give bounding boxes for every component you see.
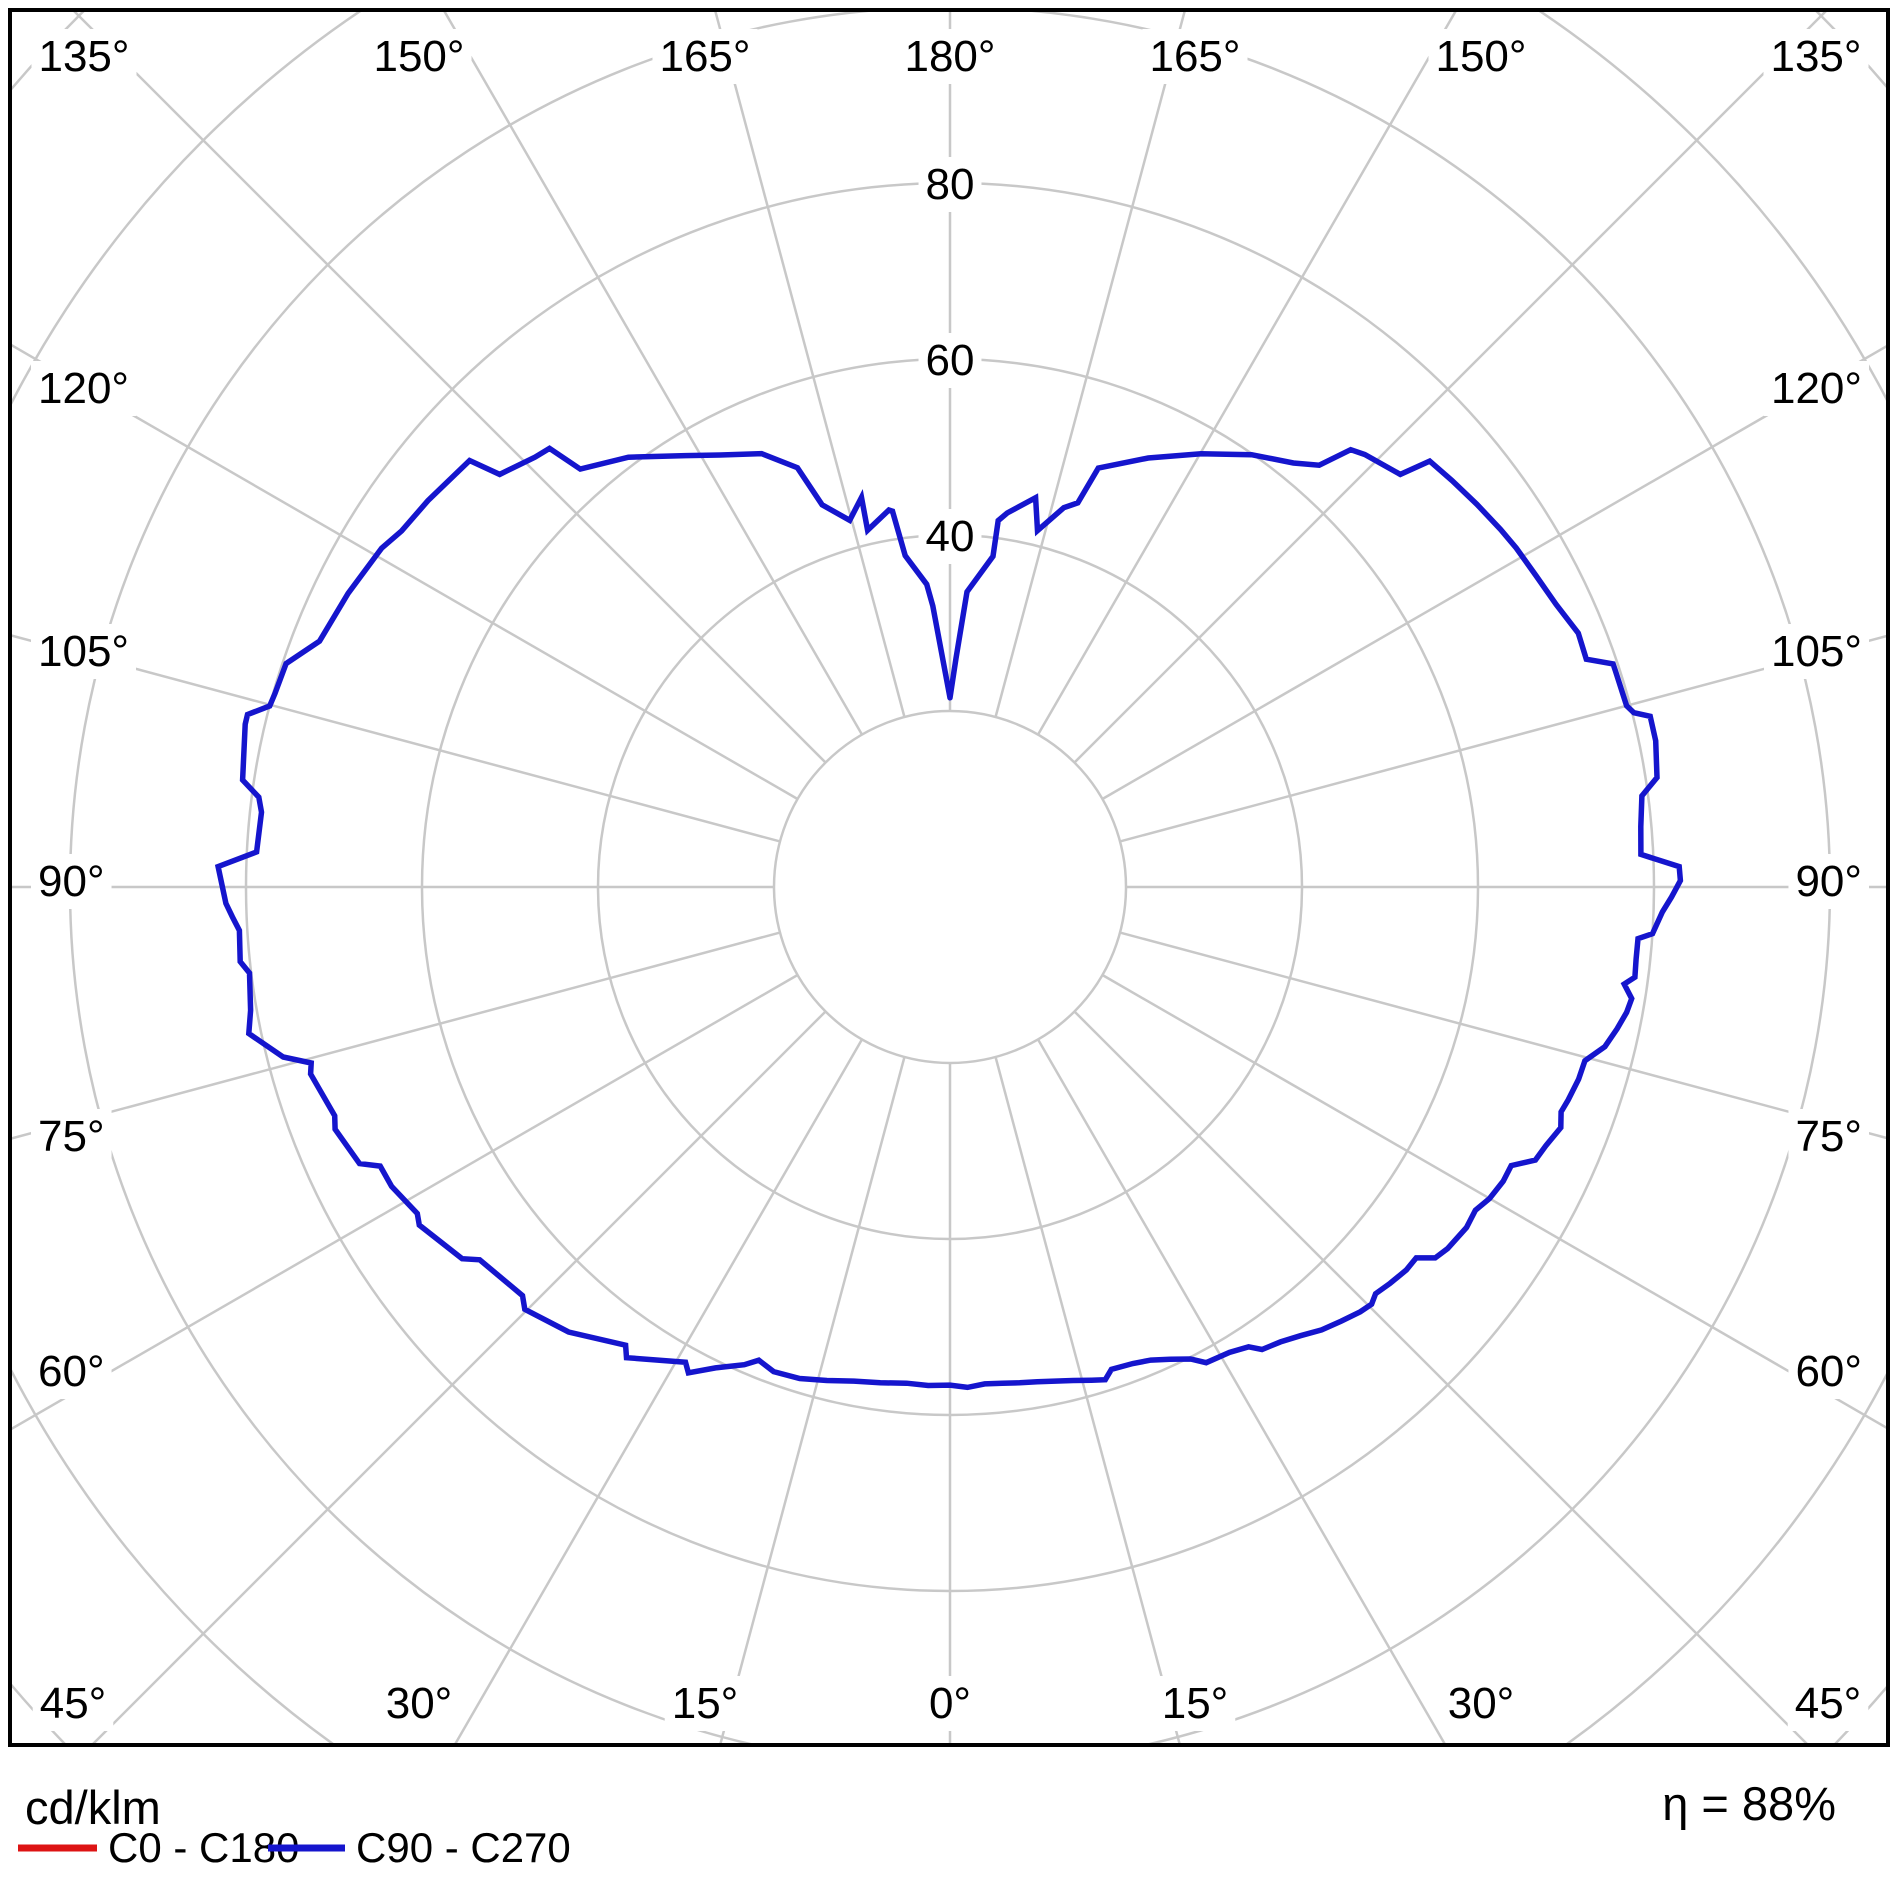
radial-tick-40-mask [918, 509, 982, 564]
grid-spoke-15 [994, 1056, 1181, 1743]
grid-spoke-75 [1119, 931, 1886, 1140]
angle-label-bottom-5-mask [1440, 1676, 1522, 1731]
angle-label-bottom-3-mask [921, 1676, 979, 1731]
angle-label-top-2: 165° [659, 32, 750, 81]
radial-tick-60: 60 [926, 336, 975, 385]
grid-spoke-120 [1101, 345, 1886, 801]
angle-label-bottom-1-mask [378, 1676, 460, 1731]
angle-label-left-2-mask [31, 854, 112, 909]
grid-spoke-135 [1073, 12, 1827, 764]
angle-label-top-3: 180° [904, 32, 995, 81]
grid-spoke-165 [994, 12, 1186, 718]
radial-tick-80: 80 [926, 160, 975, 209]
angle-label-bottom-6-mask [1787, 1676, 1869, 1731]
grid-spoke-285 [12, 931, 781, 1140]
curve-layer [214, 445, 1684, 1391]
grid-spoke-195 [714, 12, 906, 718]
angle-label-left-0: 120° [38, 364, 129, 413]
radial-tick-80-mask [918, 157, 982, 212]
angle-label-bottom-5: 30° [1448, 1679, 1515, 1728]
angle-label-bottom-0: 45° [40, 1679, 107, 1728]
angle-label-right-4-mask [1788, 1344, 1869, 1399]
angle-label-right-2: 90° [1795, 857, 1862, 906]
units-label: cd/klm [25, 1781, 161, 1834]
angle-label-top-0: 135° [38, 32, 129, 81]
angle-label-right-2-mask [1788, 854, 1869, 909]
legend-label-c0-c180: C0 - C180 [108, 1824, 299, 1871]
legend-label-c90-c270: C90 - C270 [356, 1824, 571, 1871]
grid-spoke-150 [1036, 12, 1457, 736]
angle-label-left-4-mask [31, 1344, 112, 1399]
angle-label-bottom-6: 45° [1795, 1679, 1862, 1728]
angle-label-right-1: 105° [1771, 627, 1862, 676]
grid-spoke-45 [1073, 1010, 1808, 1743]
angle-label-top-6: 135° [1770, 32, 1861, 81]
angle-label-bottom-1: 30° [386, 1679, 453, 1728]
angle-label-left-1-mask [31, 624, 137, 679]
angle-label-top-6-mask [1763, 29, 1869, 84]
radial-tick-40: 40 [926, 512, 975, 561]
angle-label-bottom-0-mask [32, 1676, 114, 1731]
angle-label-bottom-3: 0° [929, 1679, 971, 1728]
angle-label-left-0-mask [31, 361, 137, 416]
grid-spoke-210 [443, 12, 864, 736]
radial-tick-60-mask [918, 333, 982, 388]
angle-label-top-5: 150° [1435, 32, 1526, 81]
angle-label-left-1: 105° [38, 627, 129, 676]
angle-label-bottom-4-mask [1154, 1676, 1236, 1731]
angle-label-top-0-mask [31, 29, 137, 84]
angle-label-bottom-2: 15° [672, 1679, 739, 1728]
grid-spoke-315 [92, 1010, 827, 1743]
angle-label-bottom-4: 15° [1162, 1679, 1229, 1728]
angle-label-right-4: 60° [1795, 1347, 1862, 1396]
grid-spoke-60 [1101, 973, 1886, 1429]
angle-label-top-1-mask [366, 29, 472, 84]
plot-frame [8, 8, 1890, 1747]
angle-label-top-1: 150° [373, 32, 464, 81]
grid-spoke-345 [719, 1056, 906, 1743]
angle-label-right-0-mask [1763, 361, 1869, 416]
angle-label-top-4: 165° [1149, 32, 1240, 81]
efficiency-label: η = 88% [1662, 1777, 1836, 1830]
angle-label-top-5-mask [1428, 29, 1534, 84]
angle-label-right-1-mask [1763, 624, 1869, 679]
angle-label-left-3-mask [31, 1109, 112, 1164]
grid-circle-20 [772, 709, 1128, 1065]
grid-spoke-255 [12, 634, 781, 843]
grid-spoke-240 [12, 344, 799, 801]
curve-c90-c270 [214, 445, 1684, 1391]
angle-label-top-2-mask [652, 29, 758, 84]
angle-label-top-3-mask [897, 29, 1003, 84]
grid-spoke-300 [12, 973, 799, 1430]
angle-label-right-3-mask [1788, 1109, 1869, 1164]
grid-spoke-30 [1036, 1038, 1446, 1743]
grid-spoke-225 [73, 12, 827, 764]
grid-spoke-105 [1119, 634, 1886, 843]
angle-label-right-3: 75° [1795, 1112, 1862, 1161]
angle-label-left-2: 90° [38, 857, 105, 906]
grid-spoke-330 [454, 1038, 864, 1743]
angle-label-left-4: 60° [38, 1347, 105, 1396]
axis-label-layer: 40 60 80 135° 150° 165° 180° 165° 150° 135° 45° 30°… [31, 29, 1869, 1731]
angle-label-left-3: 75° [38, 1112, 105, 1161]
angle-label-right-0: 120° [1771, 364, 1862, 413]
angle-label-bottom-2-mask [664, 1676, 746, 1731]
angle-label-top-4-mask [1142, 29, 1248, 84]
